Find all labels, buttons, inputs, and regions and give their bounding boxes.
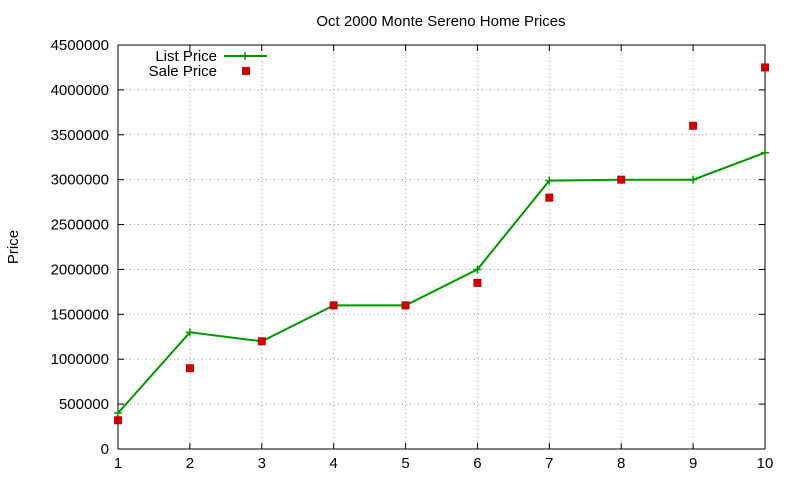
series-line-list-price xyxy=(117,151,766,414)
x-tick-label: 7 xyxy=(545,455,553,472)
legend-marker-sale-price xyxy=(242,67,250,75)
chart-title: Oct 2000 Monte Sereno Home Prices xyxy=(316,13,565,30)
x-tick-label: 4 xyxy=(329,455,337,472)
x-tick-label: 10 xyxy=(757,455,774,472)
y-tick-label: 1000000 xyxy=(51,351,109,368)
point-list-price xyxy=(545,176,554,185)
x-tick-label: 8 xyxy=(617,455,625,472)
point-sale-price xyxy=(617,175,626,184)
legend-label-list-price: List Price xyxy=(155,48,217,65)
point-sale-price xyxy=(401,301,410,310)
point-sale-price xyxy=(257,337,266,346)
y-tick-label: 3000000 xyxy=(51,172,109,189)
x-tick-label: 6 xyxy=(473,455,481,472)
x-tick-label: 9 xyxy=(689,455,697,472)
y-tick-label: 0 xyxy=(101,441,109,458)
point-list-price xyxy=(761,148,769,157)
ticks: 0 500000 1000000 1500000 2000000 2500000 30000… xyxy=(51,37,774,472)
y-tick-label: 2500000 xyxy=(51,217,109,234)
y-tick-label: 3500000 xyxy=(51,127,109,144)
point-sale-price xyxy=(761,63,769,72)
y-tick-label: 500000 xyxy=(59,396,109,413)
point-list-price xyxy=(185,328,194,337)
series-layer xyxy=(114,63,769,425)
x-tick-label: 1 xyxy=(114,455,122,472)
y-tick-label: 2000000 xyxy=(51,261,109,278)
point-sale-price xyxy=(689,121,698,130)
point-sale-price xyxy=(185,364,194,373)
legend-label-sale-price: Sale Price xyxy=(149,63,217,80)
y-tick-label: 4000000 xyxy=(51,82,109,99)
y-axis-label: Price xyxy=(5,230,22,264)
point-sale-price xyxy=(329,301,338,310)
point-sale-price xyxy=(473,278,482,287)
point-list-price xyxy=(473,265,482,274)
x-tick-label: 2 xyxy=(186,455,194,472)
grid xyxy=(118,45,765,449)
point-sale-price xyxy=(114,416,122,425)
point-sale-price xyxy=(545,193,554,202)
point-list-price xyxy=(689,175,698,184)
legend: List Price Sale Price xyxy=(149,48,267,80)
legend-marker-list-price xyxy=(241,52,249,60)
x-tick-label: 5 xyxy=(401,455,409,472)
y-tick-label: 1500000 xyxy=(51,306,109,323)
point-list-price xyxy=(114,409,122,418)
x-tick-label: 3 xyxy=(258,455,266,472)
plot-area-border xyxy=(117,44,766,450)
y-tick-label: 4500000 xyxy=(51,37,109,54)
